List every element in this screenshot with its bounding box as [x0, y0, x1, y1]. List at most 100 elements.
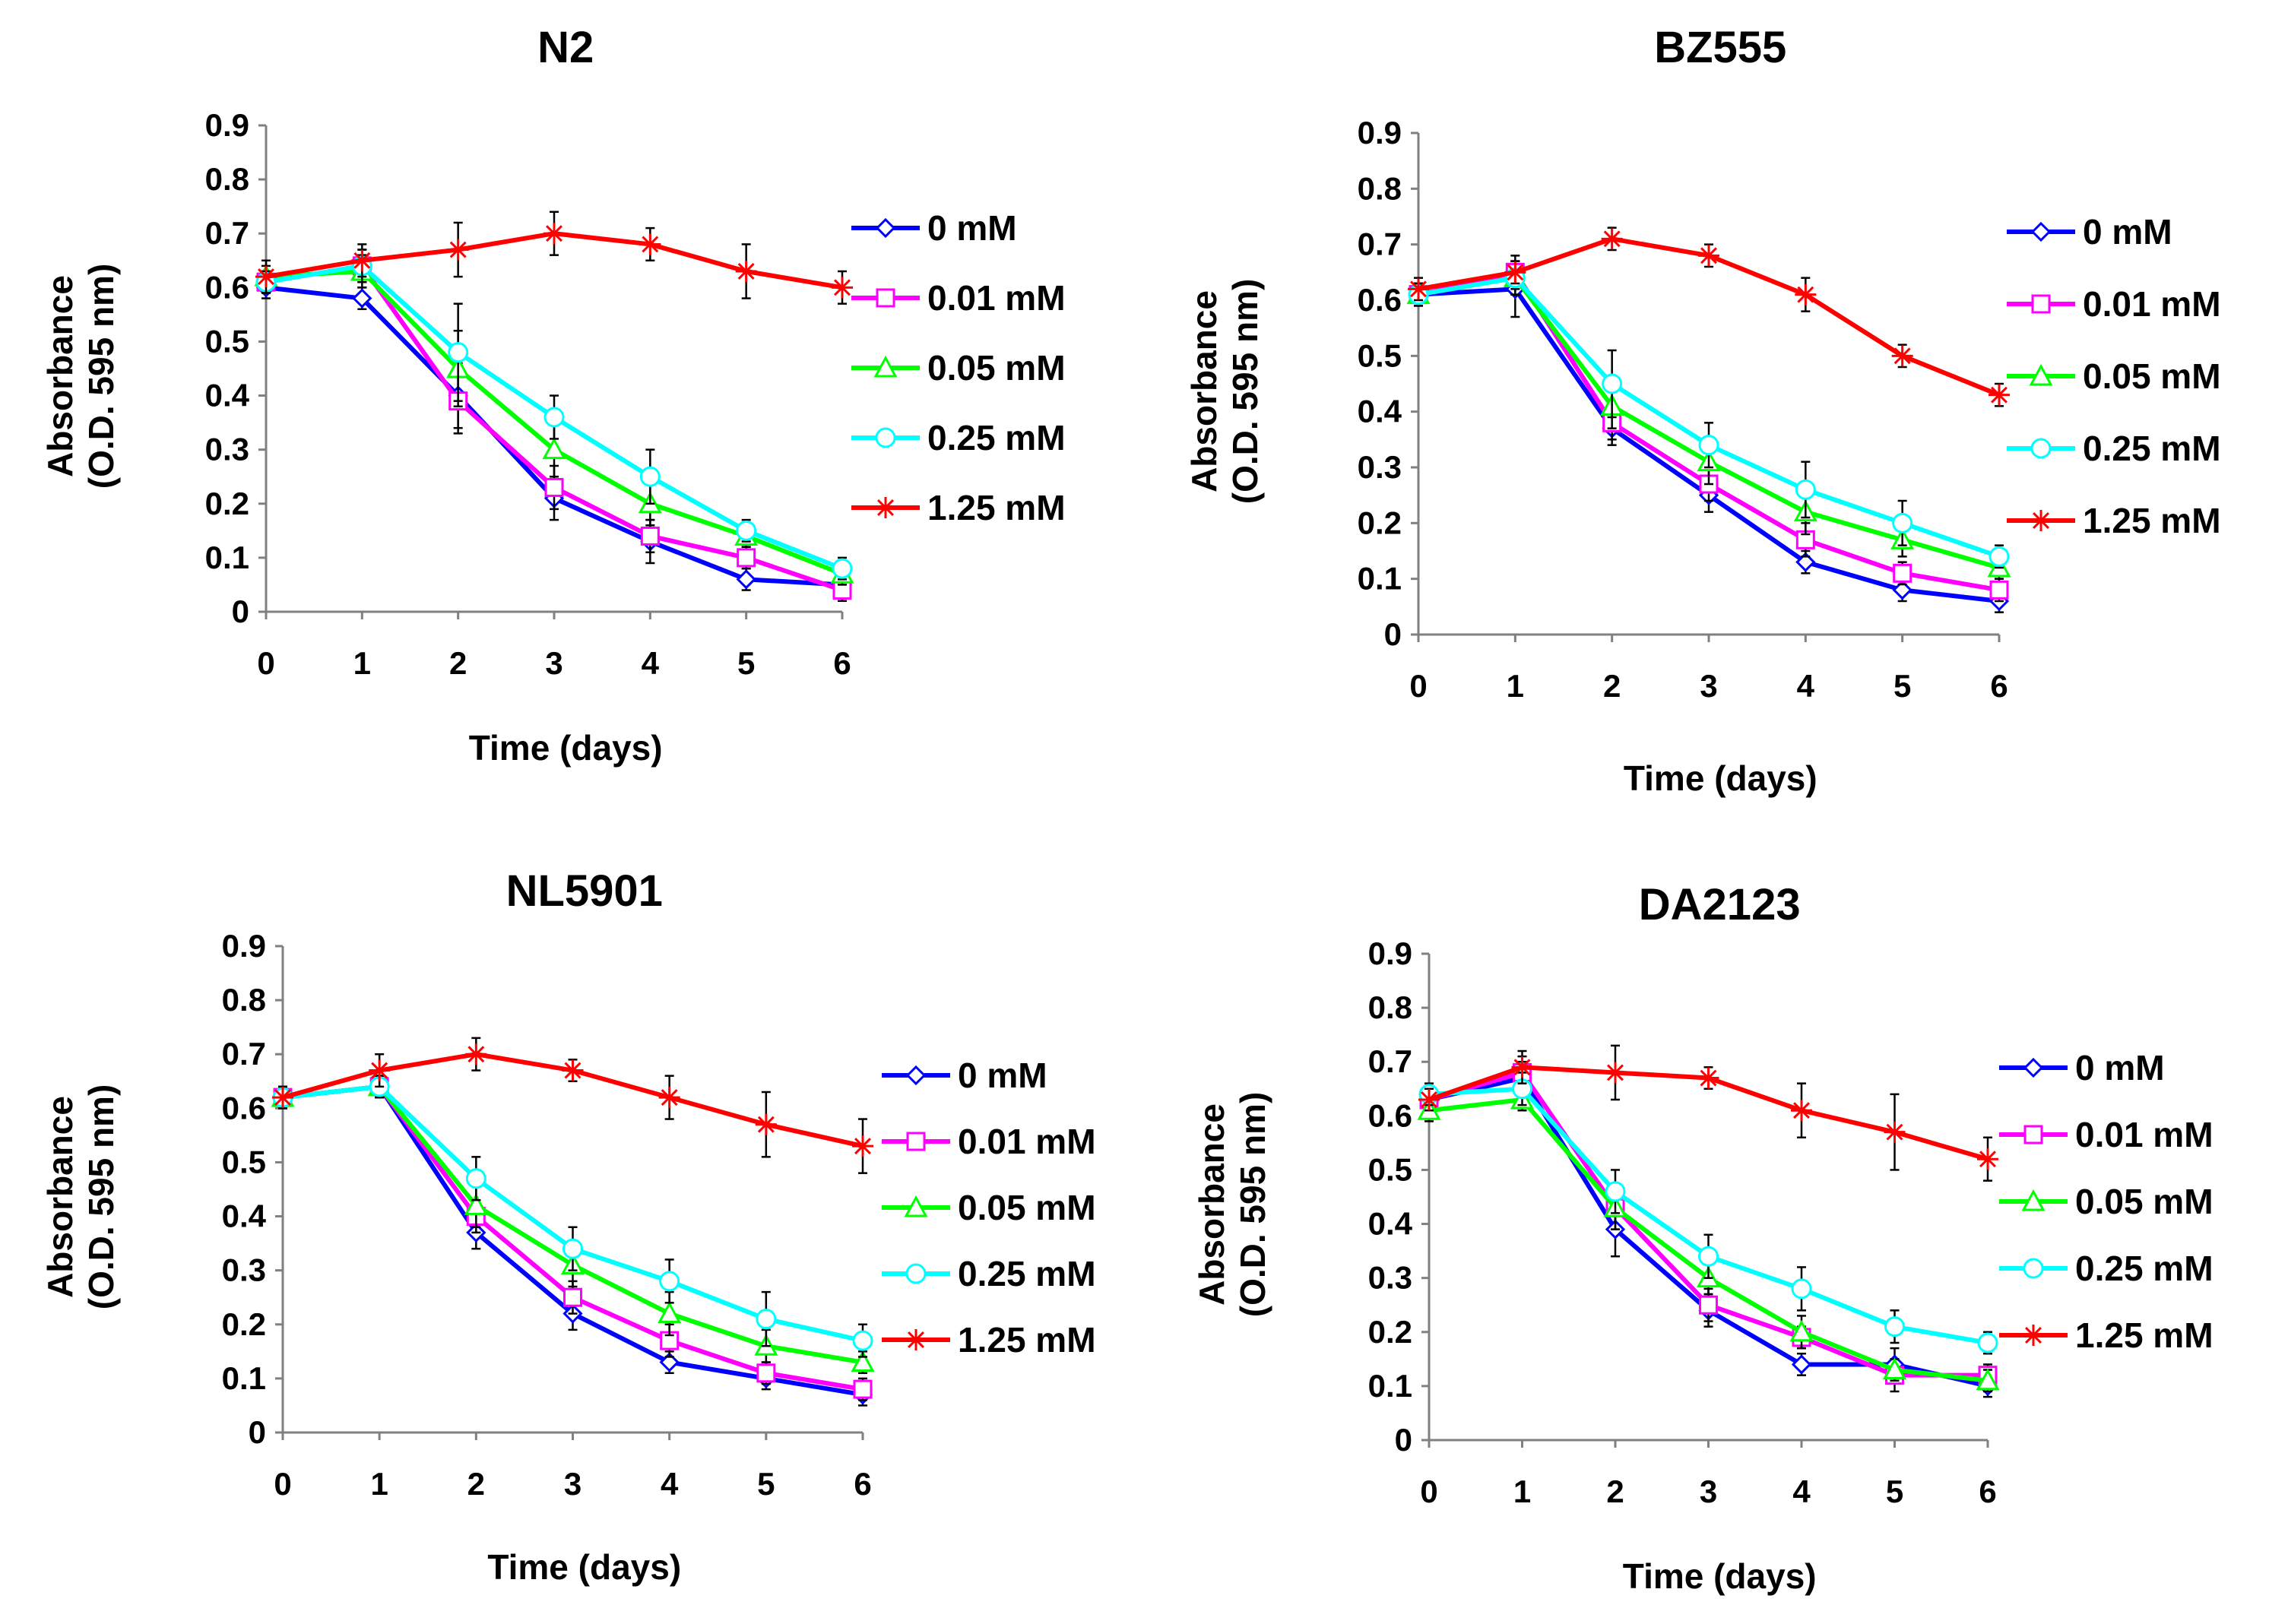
- y-axis-label-line: Absorbance: [40, 1096, 80, 1298]
- data-point: [852, 1330, 873, 1351]
- legend-label: 0.01 mM: [927, 278, 1066, 318]
- legend-label: 0 mM: [2083, 212, 2172, 252]
- legend-marker: [2023, 1325, 2044, 1346]
- legend-marker: [875, 217, 896, 239]
- x-tick-label: 3: [1700, 1474, 1717, 1509]
- legend-marker: [875, 427, 896, 448]
- y-tick-label: 0: [1384, 616, 1402, 652]
- y-axis-label: Absorbance(O.D. 595 nm): [40, 1084, 121, 1310]
- y-tick-label: 0.4: [1368, 1206, 1413, 1242]
- data-point: [1504, 261, 1526, 283]
- legend-label: 0.01 mM: [2083, 284, 2221, 324]
- data-point: [352, 288, 372, 309]
- x-tick-label: 5: [1893, 668, 1911, 704]
- x-tick-label: 2: [467, 1466, 485, 1502]
- x-tick-label: 5: [737, 645, 755, 681]
- legend-marker: [873, 355, 898, 378]
- star-marker-stroke: [642, 236, 659, 253]
- y-tick-label: 0.6: [1368, 1097, 1412, 1133]
- legend-label: 0.05 mM: [2075, 1182, 2214, 1221]
- star-marker-stroke: [1700, 1069, 1717, 1087]
- star-marker-stroke: [2033, 512, 2049, 529]
- x-tick-label: 3: [564, 1466, 582, 1502]
- y-tick-label: 0: [232, 594, 249, 629]
- legend-marker: [876, 288, 895, 308]
- y-tick-label: 0.1: [1358, 561, 1402, 597]
- data-point: [659, 1271, 680, 1292]
- data-point: [1893, 563, 1912, 583]
- y-tick-label: 0.8: [1368, 989, 1412, 1025]
- star-marker-stroke: [564, 1062, 582, 1079]
- data-point: [1884, 1121, 1906, 1143]
- y-tick-label: 0.6: [205, 269, 249, 305]
- y-tick-label: 0.3: [222, 1252, 266, 1288]
- legend-marker: [906, 1132, 926, 1151]
- legend-label: 1.25 mM: [2083, 501, 2221, 540]
- legend-entry: 0 mM: [851, 208, 1017, 248]
- legend-entry: 0 mM: [882, 1056, 1047, 1095]
- legend-entry: 0.01 mM: [851, 278, 1066, 318]
- legend-label: 0.05 mM: [958, 1188, 1096, 1227]
- data-point: [832, 277, 853, 299]
- y-tick-label: 0: [1395, 1422, 1412, 1458]
- data-point: [1601, 228, 1623, 250]
- star-marker-stroke: [1793, 1102, 1810, 1119]
- data-point: [1892, 512, 1913, 533]
- legend-label: 0 mM: [958, 1056, 1047, 1095]
- data-point: [1511, 1056, 1533, 1078]
- data-point: [755, 1113, 777, 1135]
- star-marker-stroke: [661, 1089, 678, 1106]
- chart-panel-bz555: BZ555 0 0.1 0.2 0.3 0.4 0.5 0.6 0.7 0.8 0.9 0 1 2 3 4 5 6…: [1184, 23, 2221, 798]
- data-point: [1791, 1100, 1812, 1122]
- star-marker-stroke: [908, 1331, 924, 1348]
- legend-label: 0.05 mM: [2083, 356, 2221, 396]
- legend-label: 1.25 mM: [2075, 1315, 2214, 1355]
- x-tick-label: 2: [449, 645, 467, 681]
- y-tick-label: 0.7: [1368, 1043, 1412, 1079]
- legend-entry: 0.01 mM: [882, 1122, 1096, 1161]
- y-tick-label: 0.7: [1358, 226, 1402, 262]
- x-tick-label: 0: [274, 1466, 291, 1502]
- y-tick-label: 0.5: [205, 323, 249, 359]
- y-tick-label: 0.7: [222, 1036, 266, 1072]
- data-point: [1605, 1062, 1626, 1084]
- chart-panel-nl5901: NL5901 0 0.1 0.2 0.3 0.4 0.5 0.6 0.7 0.8 0.9 0 1 2 3 4 5…: [40, 866, 1096, 1587]
- series-line: [1428, 1075, 1989, 1388]
- legend-entry: 0.25 mM: [882, 1254, 1096, 1293]
- y-tick-label: 0.2: [1358, 505, 1402, 540]
- star-marker-stroke: [834, 279, 851, 296]
- legend-label: 1.25 mM: [958, 1320, 1096, 1360]
- y-tick-label: 0.7: [205, 215, 249, 251]
- legend-marker: [2023, 1258, 2044, 1279]
- x-tick-label: 4: [1792, 1474, 1811, 1509]
- legend-label: 0 mM: [927, 208, 1017, 248]
- y-tick-label: 0.4: [222, 1198, 267, 1234]
- data-point: [562, 1238, 583, 1259]
- data-point: [369, 1059, 391, 1081]
- y-tick-label: 0.2: [205, 486, 249, 521]
- data-point: [1989, 580, 2009, 600]
- data-point: [852, 1135, 873, 1157]
- data-point: [736, 569, 756, 590]
- legend-marker: [905, 1263, 927, 1284]
- x-tick-label: 0: [257, 645, 274, 681]
- x-tick-label: 2: [1606, 1474, 1624, 1509]
- legend-marker: [2023, 1057, 2044, 1078]
- data-point: [1795, 552, 1816, 572]
- star-marker-stroke: [1886, 1123, 1903, 1141]
- star-marker-stroke: [1979, 1151, 1996, 1168]
- y-tick-label: 0.2: [1368, 1314, 1412, 1350]
- data-point: [1891, 345, 1913, 367]
- star-marker-stroke: [1607, 1064, 1624, 1081]
- legend-marker: [905, 1065, 927, 1086]
- star-marker-stroke: [1797, 286, 1814, 303]
- data-point: [1989, 546, 2010, 567]
- y-tick-label: 0.1: [205, 540, 249, 575]
- data-point: [272, 1087, 293, 1109]
- star-marker-stroke: [1410, 280, 1427, 298]
- x-axis-label: Time (days): [1623, 1556, 1817, 1596]
- x-tick-label: 3: [545, 645, 562, 681]
- star-marker-stroke: [546, 225, 562, 242]
- series-1_25-mM: [272, 1037, 873, 1174]
- x-axis-label: Time (days): [469, 728, 663, 768]
